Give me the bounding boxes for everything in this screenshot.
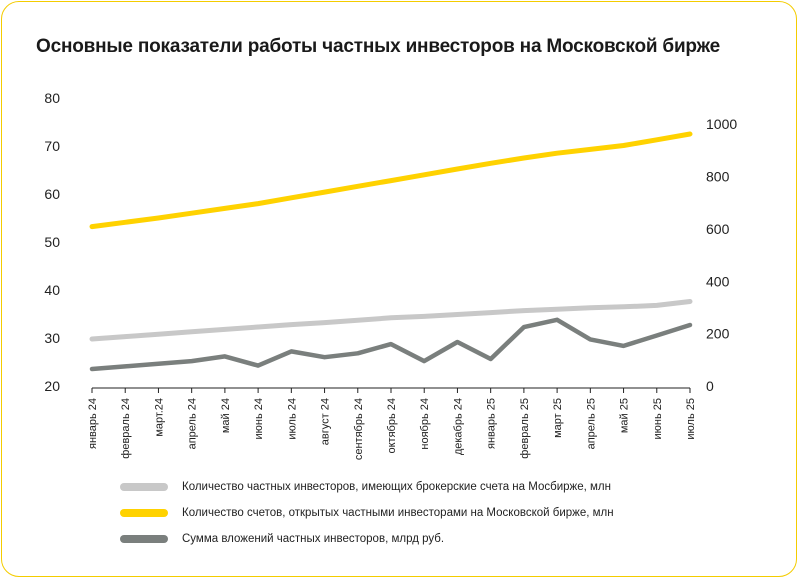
x-tick-label: февраль 24	[120, 398, 132, 459]
series-line-2	[89, 317, 693, 372]
y-left-tick-label: 40	[44, 282, 60, 298]
legend-swatch-accounts	[120, 509, 168, 517]
legend: Количество частных инвесторов, имеющих б…	[120, 474, 614, 552]
x-tick-label: апрель 24	[187, 398, 199, 449]
x-tick-label: ноябрь 24	[419, 398, 431, 450]
x-tick-label: июль 25	[685, 398, 697, 440]
y-right-tick-label: 1000	[706, 116, 737, 132]
legend-item-investments: Сумма вложений частных инвесторов, млрд …	[120, 526, 614, 552]
legend-label-investors: Количество частных инвесторов, имеющих б…	[182, 481, 611, 493]
legend-label-investments: Сумма вложений частных инвесторов, млрд …	[182, 533, 445, 545]
series-line-0	[89, 299, 693, 342]
x-tick-label: декабрь 24	[452, 398, 464, 455]
x-tick-label: август 24	[320, 398, 332, 445]
x-tick-label: март.24	[153, 398, 165, 437]
legend-label-accounts: Количество счетов, открытых частными инв…	[182, 507, 614, 519]
x-tick-label: февраль 25	[519, 398, 531, 459]
x-tick-label: май 25	[619, 398, 631, 433]
x-tick-label: март 25	[552, 398, 564, 438]
x-tick-label: январь 24	[87, 398, 99, 449]
chart-title: Основные показатели работы частных инвес…	[36, 36, 720, 57]
y-right-tick-label: 400	[706, 273, 730, 289]
y-left-tick-label: 20	[44, 378, 60, 394]
legend-swatch-investors	[120, 483, 168, 491]
y-left-tick-label: 80	[44, 90, 60, 106]
legend-swatch-investments	[120, 535, 168, 543]
series-line-1	[89, 131, 693, 230]
y-right-tick-label: 800	[706, 169, 730, 185]
x-tick-label: апрель 25	[585, 398, 597, 449]
y-right-tick-label: 600	[706, 221, 730, 237]
y-left-tick-label: 30	[44, 330, 60, 346]
legend-item-accounts: Количество счетов, открытых частными инв…	[120, 500, 614, 526]
x-tick-label: июль 24	[286, 398, 298, 440]
y-left-tick-label: 70	[44, 138, 60, 154]
x-tick-label: октябрь 24	[386, 398, 398, 454]
y-left-tick-label: 50	[44, 234, 60, 250]
x-tick-label: январь 25	[486, 398, 498, 449]
x-tick-label: май 24	[220, 398, 232, 433]
y-right-tick-label: 200	[706, 326, 730, 342]
x-tick-label: июнь 24	[253, 398, 265, 440]
y-left-tick-label: 60	[44, 186, 60, 202]
legend-item-investors: Количество частных инвесторов, имеющих б…	[120, 474, 614, 500]
x-tick-label: июнь 25	[652, 398, 664, 440]
y-right-tick-label: 0	[706, 378, 714, 394]
x-tick-label: сентябрь 24	[353, 398, 365, 460]
